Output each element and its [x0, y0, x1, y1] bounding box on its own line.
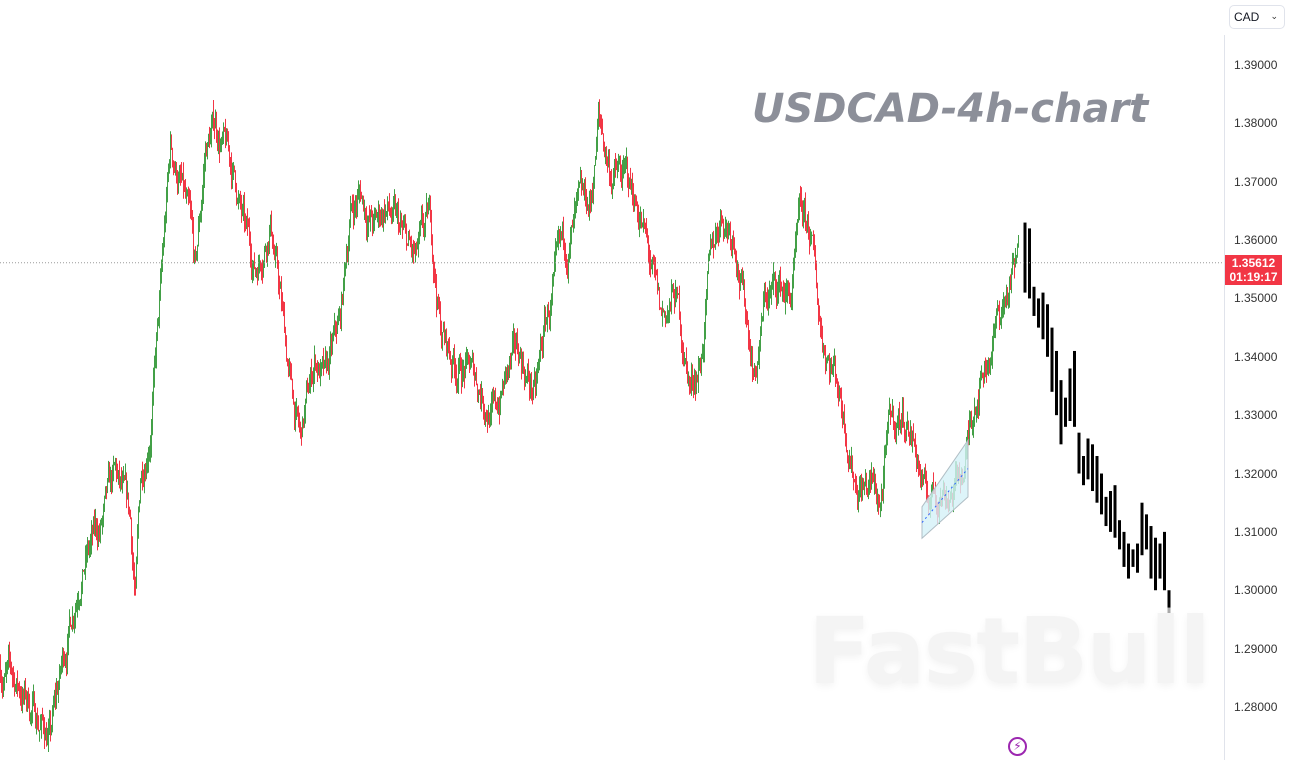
price-tick: 1.28000: [1234, 699, 1278, 714]
projection-bar: [1068, 368, 1072, 421]
bar-countdown: 01:19:17: [1229, 270, 1278, 284]
projection-bar: [1086, 438, 1090, 480]
projection-bar: [1077, 432, 1081, 474]
price-tick: 1.32000: [1234, 466, 1278, 481]
candles-group: [0, 99, 1019, 753]
projection-bar: [1140, 502, 1144, 556]
projection-bar: [1149, 526, 1153, 579]
projection-bar: [1127, 543, 1130, 579]
price-axis[interactable]: [1224, 35, 1225, 760]
price-tick: 1.35000: [1234, 291, 1278, 306]
currency-select-value: CAD: [1234, 10, 1260, 24]
price-tick: 1.29000: [1234, 641, 1278, 656]
projection-bar: [1041, 292, 1045, 340]
projection-bar: [1113, 485, 1117, 538]
fastbull-watermark: FastBull: [808, 598, 1211, 705]
projection-bar: [1131, 549, 1135, 567]
price-tick: 1.38000: [1234, 116, 1278, 131]
projection-bar: [1091, 444, 1094, 492]
projection-bar: [1037, 298, 1040, 328]
projection-bar: [1122, 531, 1126, 567]
projection-bar: [1050, 327, 1054, 392]
projection-bar: [1095, 456, 1099, 503]
projection-bar: [1100, 473, 1103, 515]
projection-bar: [1028, 228, 1031, 299]
price-tick: 1.36000: [1234, 233, 1278, 248]
price-tick: 1.34000: [1234, 349, 1278, 364]
projection-bar: [1145, 514, 1148, 550]
projection-bar: [1023, 222, 1027, 293]
projection-bar: [1032, 286, 1036, 316]
projection-bar-current: [1167, 607, 1171, 636]
lightning-icon[interactable]: ⚡︎: [1008, 737, 1027, 756]
projection-bars-group: [1023, 222, 1171, 636]
price-chart[interactable]: [0, 0, 1224, 760]
last-price-value: 1.35612: [1231, 256, 1276, 270]
pattern-channel[interactable]: [921, 438, 969, 540]
price-tick: 1.39000: [1234, 58, 1278, 72]
currency-select[interactable]: CAD ⌄: [1229, 5, 1285, 29]
projection-bar: [1082, 456, 1085, 486]
projection-bar: [1167, 590, 1171, 608]
price-tick: 1.37000: [1234, 174, 1278, 189]
chevron-down-icon: ⌄: [1270, 11, 1278, 21]
projection-bar: [1059, 380, 1063, 445]
projection-bar: [1118, 520, 1121, 550]
price-tick: 1.33000: [1234, 408, 1278, 423]
projection-bar: [1163, 531, 1166, 591]
projection-bar: [1073, 350, 1076, 427]
projection-bar: [1104, 496, 1108, 527]
projection-bar: [1055, 350, 1058, 416]
projection-bar: [1109, 491, 1112, 532]
projection-bar: [1064, 397, 1067, 427]
chart-title: USDCAD-4h-chart: [752, 86, 1149, 132]
price-tick: 1.30000: [1234, 583, 1278, 598]
projection-bar: [1046, 304, 1049, 357]
channel-midline: [921, 468, 969, 523]
projection-bar: [1158, 543, 1162, 579]
last-price-label: 1.35612 01:19:17: [1225, 255, 1282, 285]
projection-bar: [1136, 543, 1139, 573]
price-tick: 1.31000: [1234, 524, 1278, 539]
projection-bar: [1154, 537, 1157, 591]
